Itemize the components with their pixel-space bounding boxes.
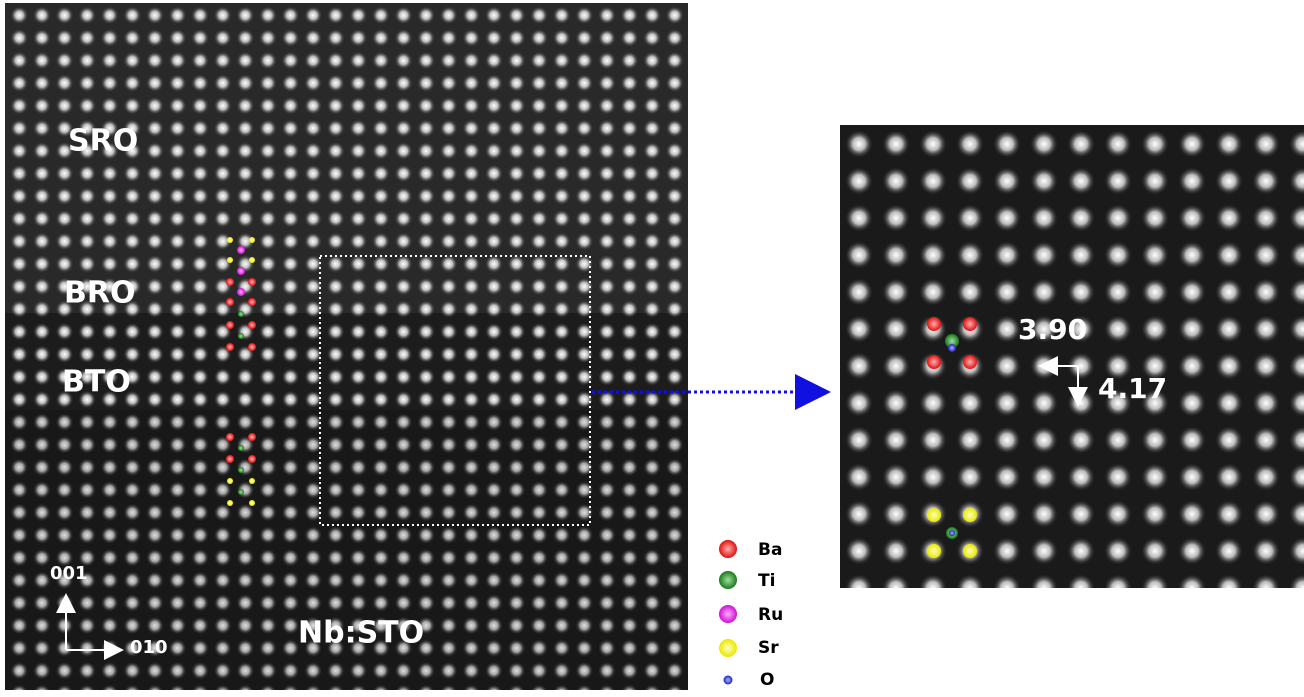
layer-label: BTO bbox=[62, 365, 131, 400]
legend-label: Ru bbox=[758, 605, 783, 625]
figure: SRO BRO BTO Nb:STO 001 010 3.90 4.17 Ba … bbox=[0, 0, 1304, 693]
axis-label: 010 bbox=[130, 637, 168, 658]
legend-label: Ba bbox=[758, 540, 782, 560]
legend-label: Ti bbox=[758, 571, 775, 591]
legend: Ba Ti Ru Sr O bbox=[719, 540, 783, 690]
layer-label: Nb:STO bbox=[298, 616, 424, 651]
measurement: 4.17 bbox=[1098, 372, 1167, 405]
legend-label: Sr bbox=[758, 638, 779, 658]
layer-label: BRO bbox=[64, 276, 135, 311]
layer-label: SRO bbox=[68, 124, 138, 159]
axis-label: 001 bbox=[50, 563, 88, 584]
legend-label: O bbox=[760, 670, 774, 690]
measurement: 3.90 bbox=[1018, 313, 1087, 346]
left-image: SRO BRO BTO Nb:STO 001 010 bbox=[5, 3, 688, 690]
right-image: 3.90 4.17 bbox=[840, 125, 1304, 588]
